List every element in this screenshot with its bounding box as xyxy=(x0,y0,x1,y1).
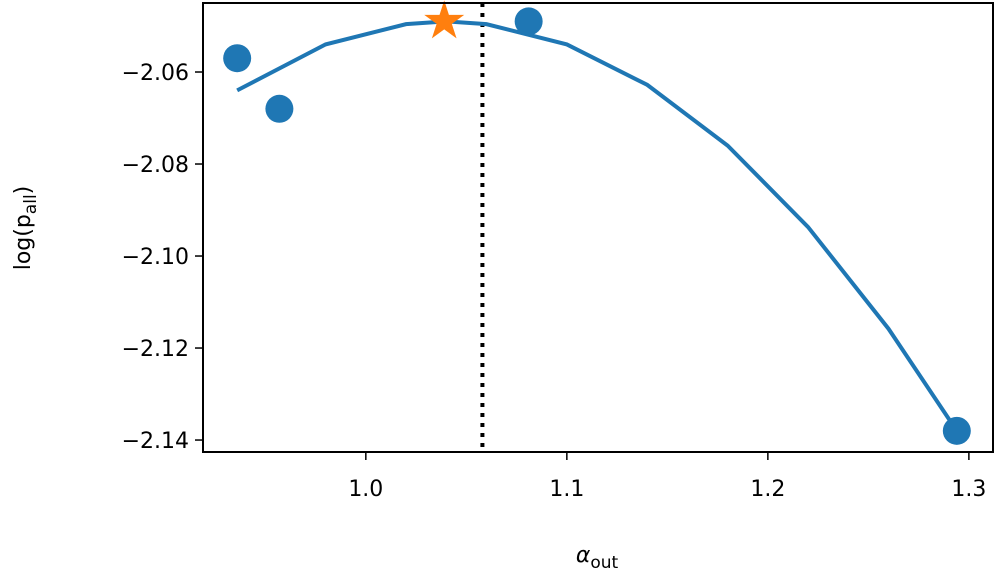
y-tick-label: −2.12 xyxy=(122,337,189,362)
x-tick-label: 1.2 xyxy=(750,477,785,502)
y-label-main: log(p xyxy=(11,214,36,270)
y-tick-label: −2.08 xyxy=(122,153,189,178)
fit-curve xyxy=(236,19,959,432)
x-label-main: α xyxy=(576,543,591,568)
x-axis-label: αout xyxy=(576,543,619,573)
x-tick-label: 1.3 xyxy=(951,477,986,502)
y-label-sub: all xyxy=(21,194,41,214)
y-tick-label: −2.14 xyxy=(122,429,189,454)
y-tick-label: −2.06 xyxy=(122,61,189,86)
x-tick-label: 1.0 xyxy=(348,477,383,502)
data-point xyxy=(514,7,543,36)
data-point xyxy=(223,44,252,73)
best-marker xyxy=(424,0,465,39)
y-tick-label: −2.10 xyxy=(122,245,189,270)
y-axis-label: log(pall) xyxy=(11,186,41,271)
x-tick-label: 1.1 xyxy=(549,477,584,502)
plot-frame xyxy=(202,2,994,453)
y-label-end: ) xyxy=(11,186,36,195)
data-point xyxy=(265,94,294,123)
x-label-sub: out xyxy=(590,553,618,573)
data-point xyxy=(942,416,971,445)
